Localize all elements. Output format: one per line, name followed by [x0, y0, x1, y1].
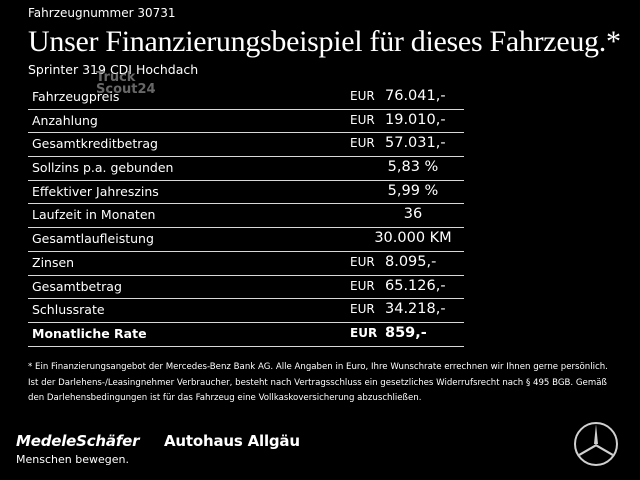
row-effektiver-jahreszins: Effektiver Jahreszins 5,99 % — [28, 181, 464, 205]
row-currency: EUR — [350, 112, 375, 127]
row-value: 36 — [403, 206, 423, 223]
row-label: Zinsen — [32, 254, 75, 270]
row-label: Gesamtkreditbetrag — [32, 136, 158, 152]
row-value: 5,99 % — [387, 182, 439, 199]
row-value: 19.010,- — [385, 111, 446, 128]
row-label: Gesamtbetrag — [32, 278, 122, 294]
legal-footnote: * Ein Finanzierungsangebot der Mercedes-… — [28, 362, 608, 403]
financing-table: Fahrzeugpreis EUR 76.041,- Anzahlung EUR… — [28, 86, 464, 347]
row-schlussrate: Schlussrate EUR 34.218,- — [28, 299, 464, 323]
page-title: Unser Finanzierungsbeispiel für dieses F… — [28, 25, 621, 58]
mercedes-star-icon — [574, 422, 618, 466]
row-value: 30.000 KM — [374, 230, 452, 247]
row-label: Effektiver Jahreszins — [32, 183, 159, 199]
row-label: Anzahlung — [32, 112, 98, 128]
row-laufzeit: Laufzeit in Monaten 36 — [28, 204, 464, 229]
row-value: 34.218,- — [385, 301, 446, 318]
row-label: Sollzins p.a. gebunden — [32, 160, 174, 176]
row-currency: EUR — [350, 278, 375, 293]
row-label: Schlussrate — [32, 302, 105, 318]
row-currency: EUR — [350, 302, 375, 317]
row-currency: EUR — [350, 89, 375, 103]
watermark-logo: Truck Scout24 — [96, 70, 156, 97]
row-gesamtkreditbetrag: Gesamtkreditbetrag EUR 57.031,- — [28, 133, 464, 158]
row-sollzins: Sollzins p.a. gebunden 5,83 % — [28, 157, 464, 181]
vehicle-number: Fahrzeugnummer 30731 — [28, 6, 176, 20]
row-value: 76.041,- — [385, 88, 446, 104]
row-value: 8.095,- — [385, 253, 437, 270]
row-gesamtbetrag: Gesamtbetrag EUR 65.126,- — [28, 276, 464, 300]
row-value: 859,- — [385, 324, 427, 341]
row-anzahlung: Anzahlung EUR 19.010,- — [28, 110, 464, 134]
row-label: Laufzeit in Monaten — [32, 207, 156, 223]
row-value: 65.126,- — [385, 277, 446, 294]
row-currency: EUR — [350, 136, 375, 151]
row-label: Monatliche Rate — [32, 325, 147, 341]
watermark-line-2: Scout24 — [96, 82, 156, 97]
dealer-brand: MedeleSchäfer Menschen bewegen. — [16, 432, 140, 466]
row-monatliche-rate: Monatliche Rate EUR 859,- — [28, 323, 464, 347]
row-zinsen: Zinsen EUR 8.095,- — [28, 252, 464, 276]
row-gesamtlaufleistung: Gesamtlaufleistung 30.000 KM — [28, 228, 464, 252]
row-value: 57.031,- — [385, 135, 446, 152]
row-value: 5,83 % — [387, 159, 439, 176]
model-name: Sprinter 319 CDI Hochdach — [28, 62, 199, 77]
row-currency: EUR — [350, 325, 378, 340]
dealer-logo-2: Autohaus Allgäu — [164, 432, 300, 450]
row-currency: EUR — [350, 254, 375, 269]
dealer-slogan: Menschen bewegen. — [16, 453, 129, 466]
dealer-logo: MedeleSchäfer — [16, 432, 140, 450]
watermark-line-1: Truck — [96, 70, 136, 85]
row-label: Gesamtlaufleistung — [32, 231, 154, 247]
row-label: Fahrzeugpreis — [32, 89, 120, 104]
row-fahrzeugpreis: Fahrzeugpreis EUR 76.041,- — [28, 86, 464, 110]
